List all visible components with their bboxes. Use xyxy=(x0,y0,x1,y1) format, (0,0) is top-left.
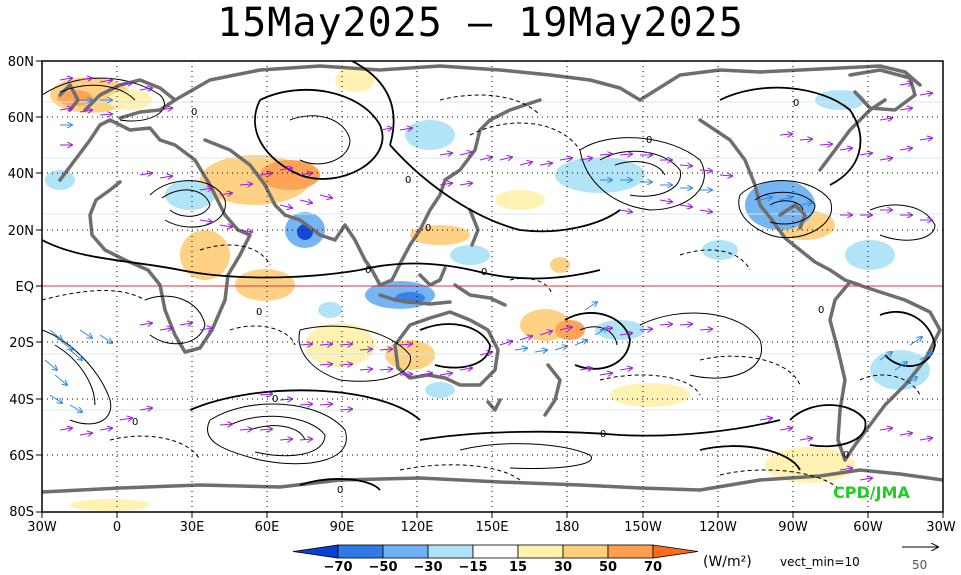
wind-vectors-blue xyxy=(44,100,932,412)
height-contours xyxy=(42,61,936,491)
colorbar-swatch xyxy=(337,544,384,559)
shading-negative xyxy=(45,90,930,398)
colorbar-label: −50 xyxy=(369,560,398,575)
colorbar-label: 50 xyxy=(599,560,617,575)
lon-label: 120W xyxy=(699,520,737,535)
reference-vector-label: 50 xyxy=(912,558,927,572)
lat-label: 40S xyxy=(9,393,34,408)
contour-label: 0 xyxy=(405,175,411,186)
lon-label: 120E xyxy=(400,520,433,535)
lat-label: 20N xyxy=(8,224,34,239)
contour-label: 0 xyxy=(818,305,824,316)
colorbar-units: (W/m²) xyxy=(703,554,752,570)
wind-vectors-purple xyxy=(59,78,932,480)
contour-label: 0 xyxy=(256,307,262,318)
lat-label: 40N xyxy=(8,167,34,182)
colorbar-label: 30 xyxy=(554,560,572,575)
lat-label: 60S xyxy=(9,449,34,464)
contour-label: 0 xyxy=(646,135,652,146)
contour-label: 0 xyxy=(272,394,278,405)
contour-label: 0 xyxy=(425,223,431,234)
lon-label: 150W xyxy=(624,520,662,535)
colorbar-labels: −70 −50 −30 −15 15 30 50 70 xyxy=(324,560,663,575)
colorbar-label: −30 xyxy=(414,560,443,575)
colorbar-label: 15 xyxy=(509,560,527,575)
graticule xyxy=(42,61,943,512)
colorbar-label: 70 xyxy=(644,560,662,575)
lat-label: 20S xyxy=(9,336,34,351)
lat-label: 60N xyxy=(8,111,34,126)
colorbar-swatch xyxy=(427,544,474,559)
colorbar-swatch xyxy=(517,544,564,559)
map-title: 15May2025 – 19May2025 xyxy=(217,0,744,46)
colorbar-swatch xyxy=(652,544,699,559)
colorbar-swatch xyxy=(292,544,339,559)
lat-label: EQ xyxy=(16,280,34,295)
contour-label: 0 xyxy=(337,485,343,496)
lat-label: 80N xyxy=(8,55,34,70)
contour-label: 0 xyxy=(191,107,197,118)
lon-label: 60E xyxy=(255,520,280,535)
credit-label: CPD/JMA xyxy=(833,483,910,502)
coastlines xyxy=(42,64,943,494)
colorbar-swatch xyxy=(562,544,609,559)
lon-label: 60W xyxy=(853,520,883,535)
lon-label: 0 xyxy=(113,520,121,535)
colorbar-swatch xyxy=(472,544,519,559)
vector-min-label: vect_min=10 xyxy=(780,555,860,569)
lon-labels: 30W 0 30E 60E 90E 120E 150E 180 150W 120… xyxy=(27,520,956,535)
lat-labels: 80N 60N 40N 20N EQ 20S 40S 60S 80S xyxy=(8,55,34,520)
negative-contours xyxy=(42,94,921,491)
contour-label: 0 xyxy=(600,429,606,440)
lon-label: 90E xyxy=(330,520,355,535)
lon-label: 30E xyxy=(180,520,205,535)
colorbar xyxy=(292,544,699,559)
contour-label: 0 xyxy=(843,450,849,461)
contour-label: 0 xyxy=(365,265,371,276)
tick-marks xyxy=(36,60,944,518)
lat-label: 80S xyxy=(9,505,34,520)
colorbar-swatch xyxy=(607,544,654,559)
colorbar-label: −70 xyxy=(324,560,353,575)
contour-labels: 0 0 0 0 0 0 0 0 0 0 0 0 0 0 xyxy=(132,98,849,496)
contour-label: 0 xyxy=(481,267,487,278)
lon-label: 150E xyxy=(475,520,508,535)
lon-label: 30W xyxy=(27,520,57,535)
lon-label: 30W xyxy=(926,520,956,535)
lon-label: 180 xyxy=(555,520,580,535)
contour-label: 0 xyxy=(793,98,799,109)
lon-label: 90W xyxy=(778,520,808,535)
contour-label: 0 xyxy=(132,417,138,428)
colorbar-label: −15 xyxy=(459,560,488,575)
colorbar-swatch xyxy=(382,544,429,559)
